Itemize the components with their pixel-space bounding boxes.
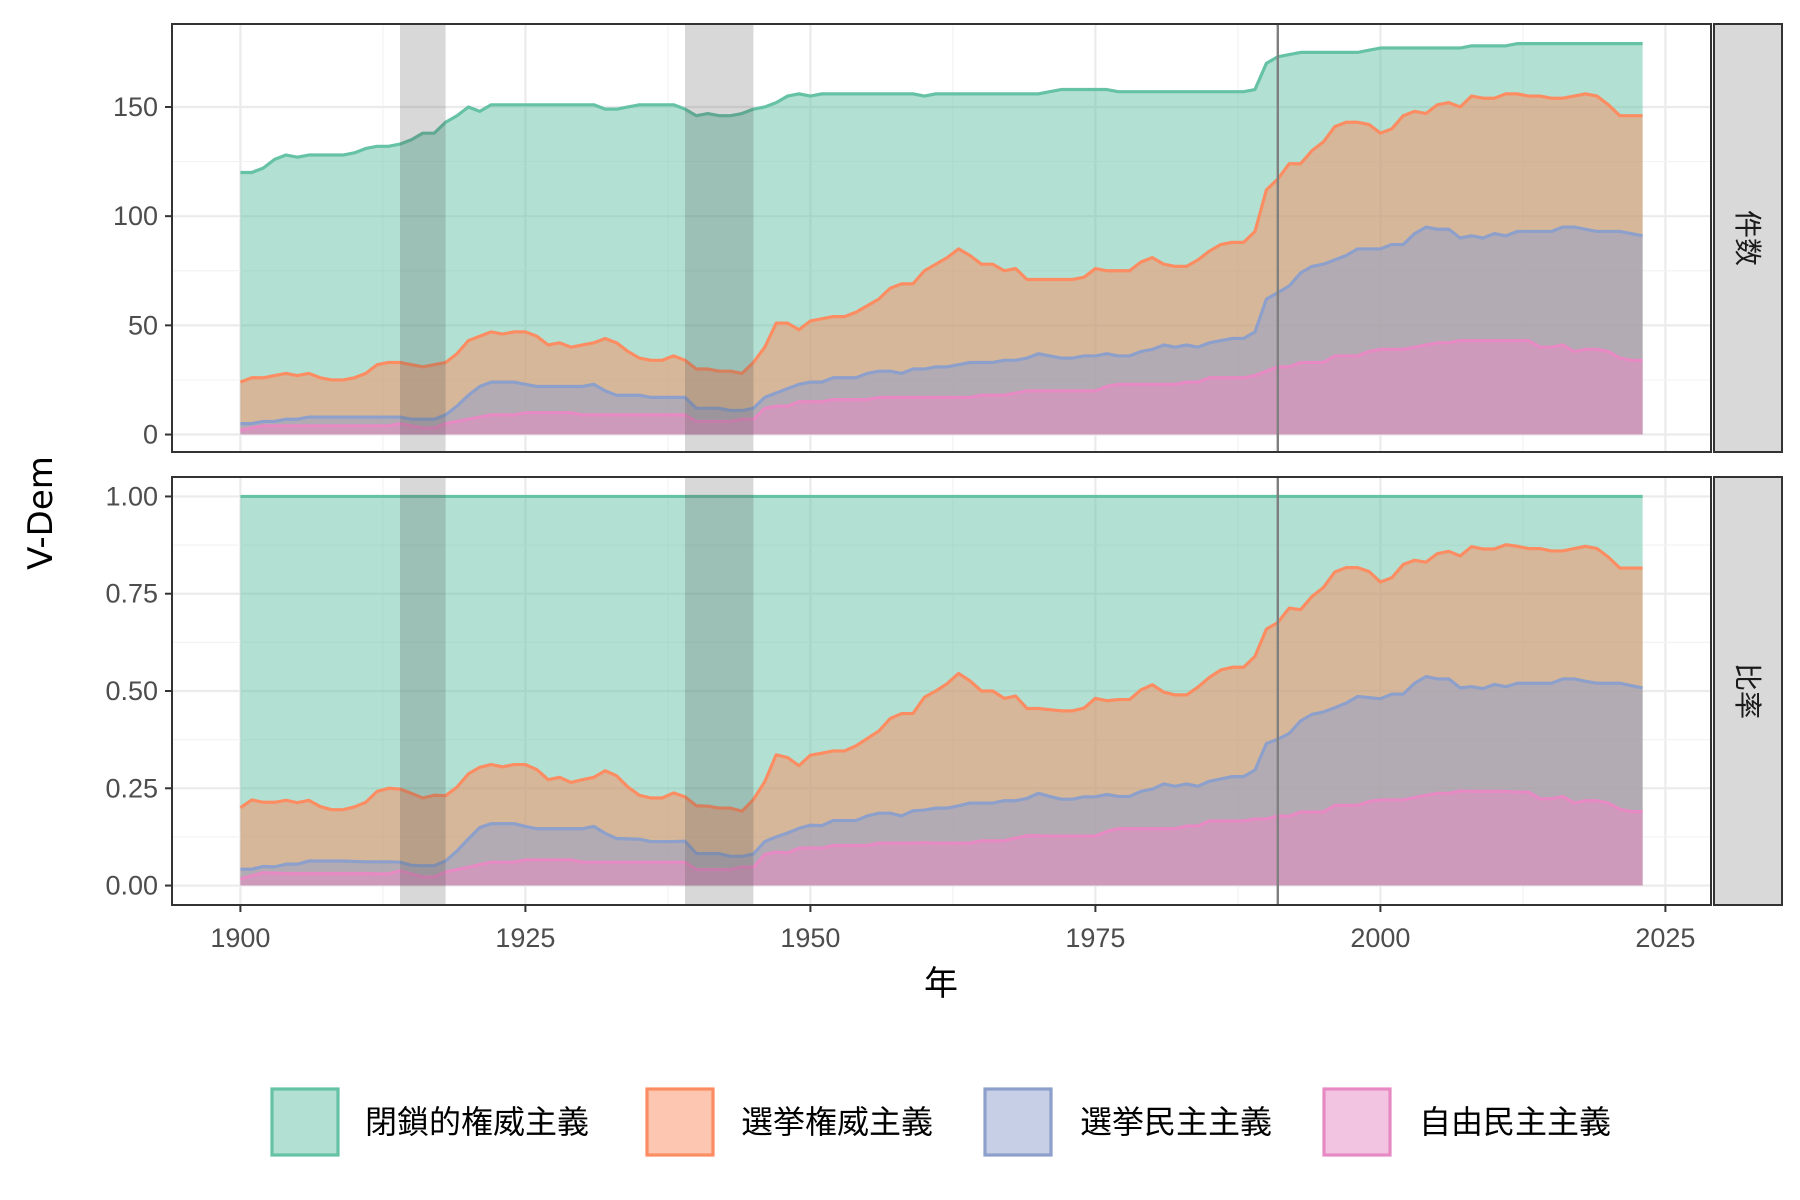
x-tick-label: 1950 [780, 923, 840, 953]
facet-strip-label: 比率 [1731, 663, 1764, 719]
line-閉鎖的権威主義 [240, 42, 1643, 175]
line-自由民主主義 [240, 339, 1643, 432]
area-自由民主主義 [240, 791, 1643, 886]
y-tick-label: 50 [128, 310, 158, 340]
y-tick-label: 0.50 [105, 676, 158, 706]
y-tick-label: 150 [113, 92, 158, 122]
x-tick-label: 1900 [210, 923, 270, 953]
y-axis-title: V-Dem [21, 456, 61, 570]
legend: 閉鎖的権威主義 選挙権威主義 選挙民主主義 自由民主主義 [270, 1087, 1611, 1157]
legend-key [1322, 1087, 1392, 1157]
x-axis: 1900 1925 1950 1975 2000 2025 [210, 905, 1695, 953]
x-tick-label: 1925 [495, 923, 555, 953]
legend-label: 自由民主主義 [1419, 1103, 1611, 1141]
legend-item: 閉鎖的権威主義 [270, 1087, 589, 1157]
line-選挙権威主義 [239, 92, 1643, 384]
line-自由民主主義 [239, 789, 1643, 881]
facet-strip [1713, 23, 1783, 453]
x-axis-title: 年 [924, 964, 958, 1004]
x-tick-label: 2025 [1635, 923, 1695, 953]
area-自由民主主義 [240, 340, 1643, 435]
legend-item: 自由民主主義 [1322, 1087, 1611, 1157]
panel-2: 0.00 0.25 0.50 0.75 1.00 比率 [105, 476, 1783, 906]
shaded-period-1 [400, 477, 446, 905]
shaded-period-2 [685, 24, 754, 452]
facet-strip [1713, 476, 1783, 906]
area-layers [239, 42, 1643, 435]
panel-border [171, 23, 1712, 453]
y-tick-label: 0.75 [105, 579, 158, 609]
line-選挙民主主義 [240, 225, 1643, 426]
legend-item: 選挙権威主義 [645, 1087, 933, 1157]
legend-key [270, 1087, 340, 1157]
legend-key [983, 1087, 1053, 1157]
legend-key [645, 1087, 715, 1157]
x-tick-label: 2000 [1350, 923, 1410, 953]
area-layers [239, 494, 1643, 886]
facet-panels: 0 50 100 150 件数 0.00 0.25 0.50 0.75 1.00 比率 [105, 23, 1783, 906]
legend-item: 選挙民主主義 [983, 1087, 1272, 1157]
line-選挙民主主義 [240, 675, 1643, 871]
y-tick-label: 100 [113, 201, 158, 231]
shaded-period-1 [400, 24, 446, 452]
facet-strip-label: 件数 [1731, 210, 1764, 266]
y-tick-label: 0.25 [105, 773, 158, 803]
y-tick-label: 0 [143, 420, 158, 450]
legend-label: 選挙民主主義 [1080, 1103, 1272, 1141]
legend-label: 閉鎖的権威主義 [365, 1103, 589, 1141]
panel-1: 0 50 100 150 件数 [113, 23, 1783, 453]
line-選挙権威主義 [239, 543, 1643, 813]
y-tick-label: 1.00 [105, 481, 158, 511]
shaded-period-2 [685, 477, 754, 905]
x-tick-label: 1975 [1065, 923, 1125, 953]
y-tick-label: 0.00 [105, 871, 158, 901]
legend-label: 選挙権威主義 [741, 1103, 933, 1141]
